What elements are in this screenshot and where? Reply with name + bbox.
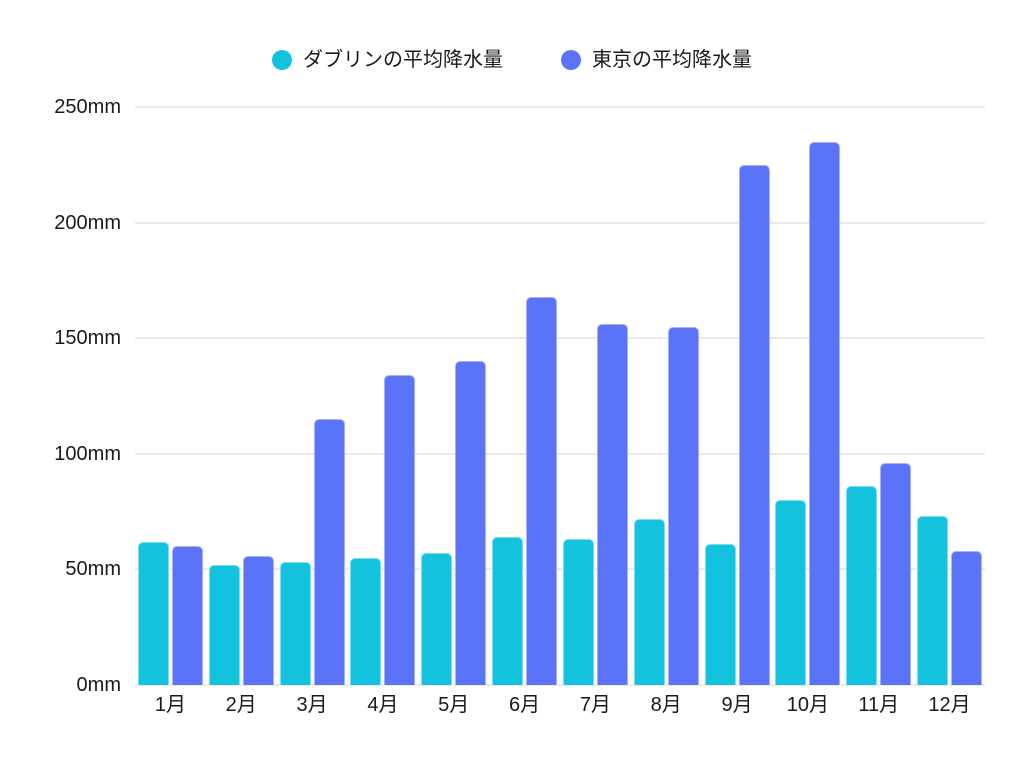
x-tick-label-month-3: 3月	[296, 694, 328, 716]
bar-series-0-month-8	[633, 518, 665, 685]
y-tick-label-100mm: 100mm	[54, 442, 121, 465]
bar-series-0-month-4	[350, 557, 382, 685]
legend-color-dot	[561, 50, 581, 70]
x-tick-label-month-8: 8月	[650, 694, 682, 716]
bar-series-1-month-6	[526, 296, 558, 685]
bar-series-1-month-8	[667, 326, 699, 685]
gridline-150mm	[135, 337, 985, 340]
x-tick-label-month-7: 7月	[579, 694, 611, 716]
x-tick-label-month-5: 5月	[438, 694, 470, 716]
legend-label: ダブリンの平均降水量	[303, 49, 503, 71]
legend-color-dot	[272, 50, 292, 70]
bar-group-month-3	[277, 107, 348, 685]
bar-series-0-month-6	[492, 537, 524, 685]
bar-series-1-month-2	[242, 555, 274, 685]
y-tick-label-200mm: 200mm	[54, 211, 121, 234]
gridline-250mm	[135, 106, 985, 108]
y-tick-label-150mm: 150mm	[54, 327, 121, 350]
bar-group-month-12	[914, 107, 985, 685]
bars-row	[135, 107, 985, 685]
y-tick-label-50mm: 50mm	[65, 558, 121, 581]
bar-series-1-month-7	[596, 324, 628, 685]
x-tick-label-month-6: 6月	[508, 694, 541, 716]
bar-series-1-month-12	[951, 550, 983, 685]
bar-series-0-month-1	[137, 541, 169, 685]
bar-series-0-month-10	[775, 500, 807, 685]
bar-group-month-2	[206, 107, 277, 685]
bar-group-month-6	[489, 107, 560, 685]
bar-group-month-5	[418, 107, 489, 685]
x-tick-label-month-10: 10月	[786, 694, 829, 716]
x-axis: 1月 2月 3月 4月 5月 6月 7月 8月 9月 10月 11月 12月	[135, 693, 985, 717]
bar-series-0-month-12	[917, 516, 949, 685]
bar-series-1-month-4	[384, 375, 416, 685]
bar-series-1-month-3	[313, 419, 345, 685]
bar-group-month-9	[702, 107, 773, 685]
x-tick-label-month-2: 2月	[225, 694, 257, 716]
bar-group-month-1	[135, 107, 206, 685]
bar-series-0-month-7	[562, 539, 594, 685]
chart-legend: ダブリンの平均降水量 東京の平均降水量	[0, 50, 1024, 70]
bar-series-0-month-9	[704, 543, 736, 685]
plot-area	[135, 106, 985, 686]
bar-series-0-month-11	[846, 486, 878, 685]
x-tick-label-month-1: 1月	[154, 694, 186, 716]
y-tick-label-250mm: 250mm	[54, 96, 121, 118]
bar-series-1-month-9	[738, 164, 770, 685]
legend-item-series-1[interactable]: 東京の平均降水量	[561, 50, 752, 70]
y-axis: 0mm 50mm 100mm 150mm 200mm 250mm	[0, 97, 121, 695]
bar-group-month-11	[843, 107, 914, 685]
x-tick-label-month-4: 4月	[367, 694, 399, 716]
legend-label: 東京の平均降水量	[592, 49, 752, 71]
bar-series-1-month-1	[171, 546, 203, 685]
y-tick-label-0mm: 0mm	[76, 674, 121, 696]
gridline-0mm	[135, 684, 985, 686]
x-tick-label-month-9: 9月	[721, 694, 753, 716]
bar-series-0-month-3	[279, 562, 311, 685]
bar-series-1-month-11	[880, 463, 912, 685]
legend-item-series-0[interactable]: ダブリンの平均降水量	[272, 50, 503, 70]
bar-group-month-8	[631, 107, 702, 685]
gridline-200mm	[135, 221, 985, 224]
x-tick-label-month-11: 11月	[858, 694, 900, 716]
bar-series-0-month-2	[208, 564, 240, 685]
bar-series-1-month-5	[455, 361, 487, 685]
gridline-50mm	[135, 568, 985, 571]
bar-group-month-7	[560, 107, 631, 685]
bar-group-month-10	[772, 107, 843, 685]
gridline-100mm	[135, 452, 985, 455]
x-tick-label-month-12: 12月	[928, 694, 971, 716]
bar-series-0-month-5	[421, 553, 453, 685]
bar-group-month-4	[347, 107, 418, 685]
bar-series-1-month-10	[809, 141, 841, 685]
